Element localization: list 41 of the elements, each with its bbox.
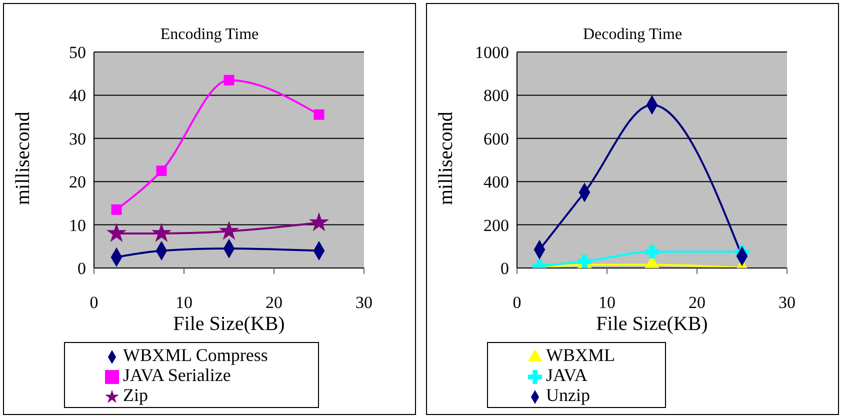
x-axis-title: File Size(KB) [173, 313, 285, 335]
point [152, 224, 171, 242]
x-tick-label: 10 [176, 293, 192, 312]
legend-label: JAVA [546, 365, 588, 385]
point [645, 244, 659, 259]
x-tick-label: 0 [90, 293, 98, 312]
point [310, 213, 328, 230]
point [107, 224, 126, 242]
y-tick-label: 800 [484, 86, 509, 106]
y-axis-title: millisecond [12, 112, 34, 205]
legend-label: Unzip [546, 385, 590, 405]
y-tick-label: 0 [78, 259, 86, 278]
y-tick-label: 50 [69, 43, 86, 62]
y-tick-label: 200 [484, 216, 509, 235]
point [156, 166, 167, 176]
y-tick-label: 0 [500, 259, 509, 278]
point [220, 222, 238, 240]
y-tick-label: 1000 [475, 43, 509, 62]
x-tick-label: 20 [688, 293, 706, 312]
chart-title: Decoding Time [582, 26, 682, 43]
x-tick-label: 10 [598, 293, 616, 312]
y-tick-label: 30 [69, 129, 86, 148]
x-tick-label: 30 [778, 293, 796, 312]
x-tick-label: 30 [356, 293, 372, 312]
x-axis-title: File Size(KB) [596, 313, 708, 335]
point [314, 109, 324, 120]
x-tick-label: 20 [266, 293, 282, 312]
y-tick-label: 10 [69, 216, 86, 235]
legend-label: JAVA Serialize [123, 365, 231, 385]
y-tick-label: 40 [69, 86, 86, 106]
point [224, 74, 234, 86]
point [111, 204, 122, 215]
y-axis-title: millisecond [435, 112, 458, 205]
y-tick-label: 20 [69, 172, 86, 192]
legend-label: WBXML Compress [123, 345, 268, 365]
x-tick-label: 0 [512, 293, 522, 312]
y-tick-label: 600 [484, 129, 509, 148]
y-tick-label: 400 [484, 172, 509, 192]
chart-title: Encoding Time [160, 26, 259, 43]
legend-label: WBXML [546, 345, 615, 365]
legend-label: Zip [123, 385, 148, 405]
